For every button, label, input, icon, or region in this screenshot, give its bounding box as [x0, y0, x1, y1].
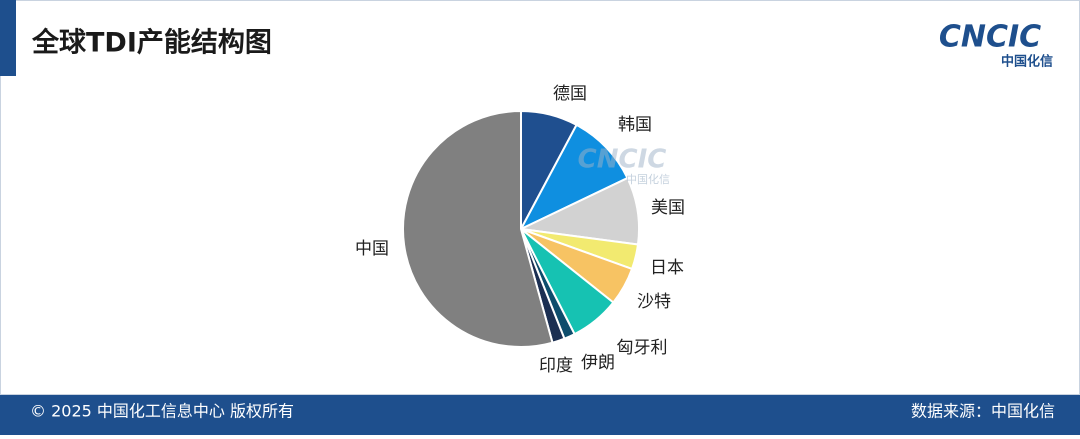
slice-label: 德国 — [553, 84, 587, 104]
title: 全球TDI产能结构图 — [31, 27, 272, 59]
slice-label: 中国 — [355, 239, 389, 259]
slice-label: 伊朗 — [581, 353, 615, 373]
logo-subtitle: 中国化信 — [1001, 54, 1053, 70]
watermark: CNCIC — [578, 145, 667, 175]
pie — [402, 109, 640, 348]
slice-label: 美国 — [651, 198, 685, 218]
slice-label: 韩国 — [618, 115, 652, 135]
title-accent — [0, 0, 16, 76]
slice-label: 沙特 — [637, 292, 671, 312]
slice-label: 印度 — [539, 356, 573, 376]
source: 数据来源：中国化信 — [911, 402, 1055, 421]
pie-slice — [518, 123, 629, 232]
copyright: © 2025 中国化工信息中心 版权所有 — [30, 402, 294, 421]
slice-label: 匈牙利 — [617, 338, 668, 358]
footer-bar — [0, 395, 1080, 435]
slice-label: 日本 — [650, 258, 684, 278]
logo: CNCIC — [939, 20, 1041, 55]
pie-slice — [402, 109, 554, 348]
watermark-subtitle: 中国化信 — [626, 172, 670, 186]
